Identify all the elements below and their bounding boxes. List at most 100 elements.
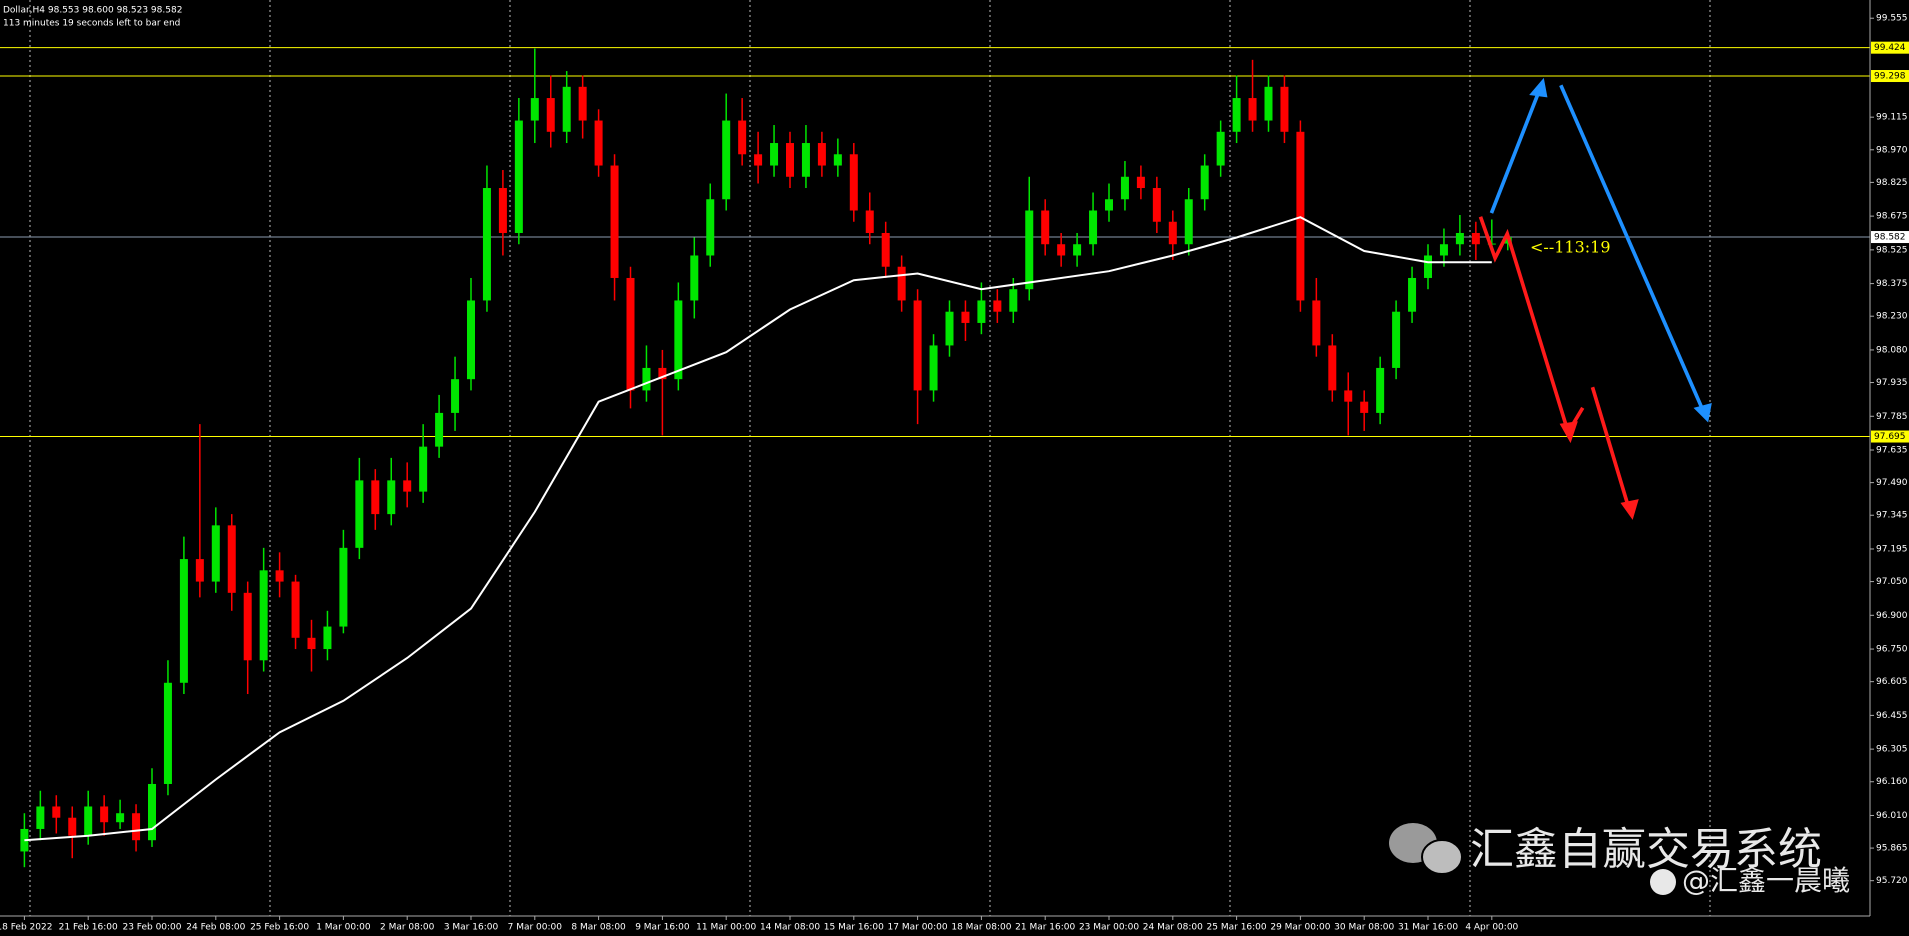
y-tick-label: 99.115: [1876, 113, 1908, 123]
y-tick-label: 98.675: [1876, 212, 1908, 222]
y-tick-label: 97.785: [1876, 412, 1908, 422]
candle-body: [100, 806, 109, 823]
candle-body: [1360, 401, 1369, 413]
y-tick-label: 96.305: [1876, 745, 1908, 755]
candle-body: [275, 570, 284, 582]
candle-body: [339, 547, 348, 627]
candle-body: [20, 828, 29, 852]
candle-body: [881, 232, 890, 267]
bar-timer: 113 minutes 19 seconds left to bar end: [3, 19, 180, 29]
candle-body: [706, 199, 715, 256]
candle-body: [546, 98, 555, 132]
arrow: [1590, 386, 1631, 510]
candle-body: [977, 300, 986, 323]
x-tick-label: 18 Mar 08:00: [951, 923, 1011, 933]
chart-header: Dollar,H4 98.553 98.600 98.523 98.582: [3, 6, 182, 16]
candle-body: [84, 806, 93, 836]
candle-body: [1376, 367, 1385, 413]
arrow-head: [1529, 77, 1548, 98]
candle-body: [1184, 199, 1193, 245]
y-tick-label: 97.345: [1876, 511, 1908, 521]
level-label-box: [1871, 41, 1909, 54]
candle-body: [1471, 232, 1480, 245]
candle-body: [36, 806, 45, 829]
x-tick-label: 29 Mar 00:00: [1270, 923, 1330, 933]
x-tick-label: 9 Mar 16:00: [635, 923, 690, 933]
candle-body: [770, 143, 779, 166]
candle-body: [1264, 86, 1273, 121]
candle-body: [1089, 210, 1098, 245]
candle-body: [833, 154, 842, 166]
arrow: [1559, 84, 1707, 415]
x-tick-label: 21 Feb 16:00: [59, 923, 118, 933]
x-tick-label: 11 Mar 00:00: [696, 923, 756, 933]
arrow: [1489, 84, 1544, 214]
candle-body: [626, 277, 635, 391]
candle-body: [913, 300, 922, 391]
x-tick-label: 1 Mar 00:00: [316, 923, 371, 933]
candle-body: [1280, 86, 1289, 132]
candle-body: [865, 210, 874, 233]
level-label: 99.298: [1874, 72, 1906, 82]
level-label: 97.695: [1874, 432, 1906, 442]
candle-body: [1073, 244, 1082, 256]
candle-body: [578, 86, 587, 121]
candle-body: [307, 637, 316, 650]
candle-body: [929, 345, 938, 391]
candle-body: [179, 559, 188, 683]
candle-body: [1232, 98, 1241, 132]
candle-body: [467, 300, 475, 380]
y-tick-label: 97.195: [1876, 544, 1908, 554]
moving-average: [24, 216, 1492, 842]
candle-body: [1200, 165, 1209, 200]
candle-body: [562, 86, 571, 132]
candle-body: [961, 311, 970, 323]
candle-body: [722, 120, 731, 200]
candle-body: [291, 581, 300, 638]
candle-body: [419, 446, 428, 492]
candle-body: [1105, 199, 1113, 211]
price-label: 98.582: [1874, 233, 1906, 243]
candle-body: [786, 143, 794, 177]
candle-body: [754, 154, 763, 166]
candle-body: [738, 120, 747, 155]
icon-bubble: [1421, 839, 1463, 875]
candle-body: [163, 682, 172, 784]
candle-body: [514, 120, 523, 233]
candle-body: [451, 379, 460, 413]
x-tick-label: 14 Mar 08:00: [760, 923, 820, 933]
candle-body: [1216, 131, 1225, 166]
candle-body: [849, 154, 858, 211]
y-tick-label: 98.375: [1876, 279, 1908, 289]
candle-body: [227, 525, 236, 593]
y-tick-label: 97.935: [1876, 378, 1908, 388]
forecast-arrows: [1478, 77, 1712, 520]
candle-body: [323, 626, 332, 650]
candle-body: [1455, 232, 1464, 245]
y-tick-label: 96.750: [1876, 645, 1908, 655]
x-tick-label: 17 Mar 00:00: [888, 923, 948, 933]
candle-body: [817, 143, 826, 166]
y-tick-label: 99.555: [1876, 14, 1908, 24]
candle-body: [993, 300, 1002, 312]
x-tick-label: 8 Mar 08:00: [571, 923, 626, 933]
candle-body: [1120, 176, 1129, 200]
candle-body: [1328, 345, 1337, 391]
x-tick-label: 23 Mar 00:00: [1079, 923, 1139, 933]
y-tick-label: 95.865: [1876, 844, 1908, 854]
x-tick-label: 21 Mar 16:00: [1015, 923, 1075, 933]
x-tick-label: 30 Mar 08:00: [1334, 923, 1394, 933]
candle-body: [387, 480, 396, 515]
level-label: 99.424: [1874, 43, 1906, 53]
x-tick-label: 24 Mar 08:00: [1143, 923, 1203, 933]
watermark: 汇鑫自赢交易系统: [1470, 824, 1822, 875]
candle-body: [482, 188, 491, 301]
icon: [1650, 869, 1676, 895]
y-tick-label: 96.605: [1876, 677, 1908, 687]
candle-body: [259, 570, 268, 661]
y-tick-label: 96.010: [1876, 811, 1908, 821]
candle-body: [1168, 221, 1177, 245]
candle-body: [243, 592, 252, 661]
y-tick-label: 97.635: [1876, 446, 1908, 456]
